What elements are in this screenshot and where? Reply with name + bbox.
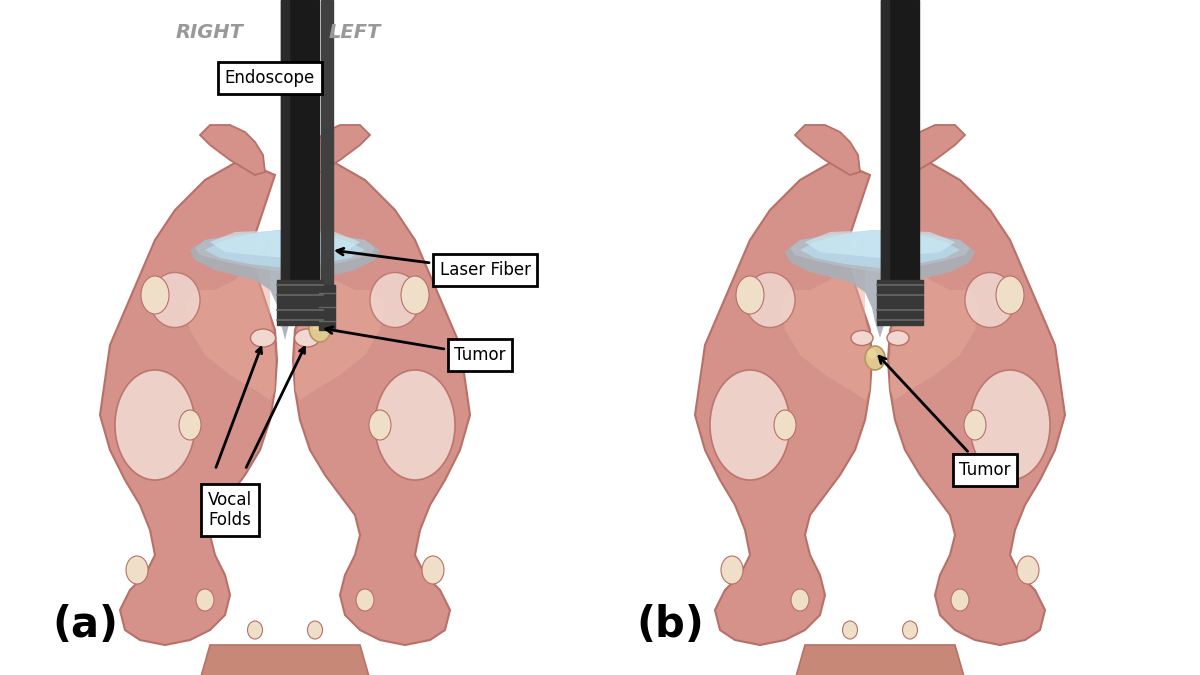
Polygon shape xyxy=(805,230,955,258)
Ellipse shape xyxy=(374,370,455,480)
Polygon shape xyxy=(210,230,360,258)
Polygon shape xyxy=(281,0,319,280)
Polygon shape xyxy=(277,280,323,325)
Ellipse shape xyxy=(307,621,323,639)
Ellipse shape xyxy=(851,331,874,346)
Ellipse shape xyxy=(791,589,809,611)
Text: RIGHT: RIGHT xyxy=(176,22,244,41)
Polygon shape xyxy=(185,235,275,400)
Ellipse shape xyxy=(247,621,263,639)
Polygon shape xyxy=(194,230,374,272)
Ellipse shape xyxy=(887,331,910,346)
Text: Endoscope: Endoscope xyxy=(224,69,316,87)
Ellipse shape xyxy=(868,349,876,359)
Ellipse shape xyxy=(294,329,319,347)
Ellipse shape xyxy=(401,276,430,314)
Polygon shape xyxy=(780,235,870,400)
Ellipse shape xyxy=(952,589,970,611)
Ellipse shape xyxy=(356,589,374,611)
Ellipse shape xyxy=(902,621,918,639)
Polygon shape xyxy=(205,230,365,268)
Ellipse shape xyxy=(721,556,743,584)
Polygon shape xyxy=(790,230,970,272)
Polygon shape xyxy=(305,125,370,175)
Polygon shape xyxy=(200,125,265,175)
Ellipse shape xyxy=(710,370,790,480)
Polygon shape xyxy=(881,0,919,280)
Ellipse shape xyxy=(115,370,194,480)
Ellipse shape xyxy=(126,556,148,584)
Polygon shape xyxy=(796,125,860,175)
Text: (a): (a) xyxy=(52,604,118,646)
Polygon shape xyxy=(881,0,889,280)
Ellipse shape xyxy=(150,273,200,327)
Polygon shape xyxy=(281,0,289,280)
Ellipse shape xyxy=(370,410,391,440)
Ellipse shape xyxy=(745,273,796,327)
Ellipse shape xyxy=(312,318,322,330)
Ellipse shape xyxy=(179,410,202,440)
Polygon shape xyxy=(796,645,965,675)
Ellipse shape xyxy=(842,621,858,639)
Polygon shape xyxy=(293,160,470,645)
Ellipse shape xyxy=(370,273,420,327)
Ellipse shape xyxy=(965,273,1015,327)
Text: Tumor: Tumor xyxy=(880,356,1010,479)
Polygon shape xyxy=(695,160,872,645)
Polygon shape xyxy=(877,280,923,325)
Polygon shape xyxy=(785,230,974,338)
Ellipse shape xyxy=(774,410,796,440)
Polygon shape xyxy=(100,160,277,645)
Text: LEFT: LEFT xyxy=(329,22,382,41)
Ellipse shape xyxy=(970,370,1050,480)
Ellipse shape xyxy=(736,276,764,314)
Ellipse shape xyxy=(142,276,169,314)
Ellipse shape xyxy=(1018,556,1039,584)
Polygon shape xyxy=(890,235,980,400)
Polygon shape xyxy=(200,645,370,675)
Text: Laser Fiber: Laser Fiber xyxy=(337,248,530,279)
Polygon shape xyxy=(900,125,965,175)
Text: Vocal
Folds: Vocal Folds xyxy=(208,491,252,529)
Polygon shape xyxy=(888,160,1066,645)
Ellipse shape xyxy=(996,276,1024,314)
Text: Tumor: Tumor xyxy=(326,327,505,364)
Polygon shape xyxy=(295,235,385,400)
Ellipse shape xyxy=(865,346,886,370)
Ellipse shape xyxy=(310,314,331,342)
Polygon shape xyxy=(319,285,335,330)
Ellipse shape xyxy=(196,589,214,611)
Text: (b): (b) xyxy=(636,604,704,646)
Polygon shape xyxy=(800,230,960,268)
Ellipse shape xyxy=(964,410,986,440)
Polygon shape xyxy=(190,230,380,340)
Ellipse shape xyxy=(251,329,276,347)
Polygon shape xyxy=(322,0,334,295)
Ellipse shape xyxy=(422,556,444,584)
